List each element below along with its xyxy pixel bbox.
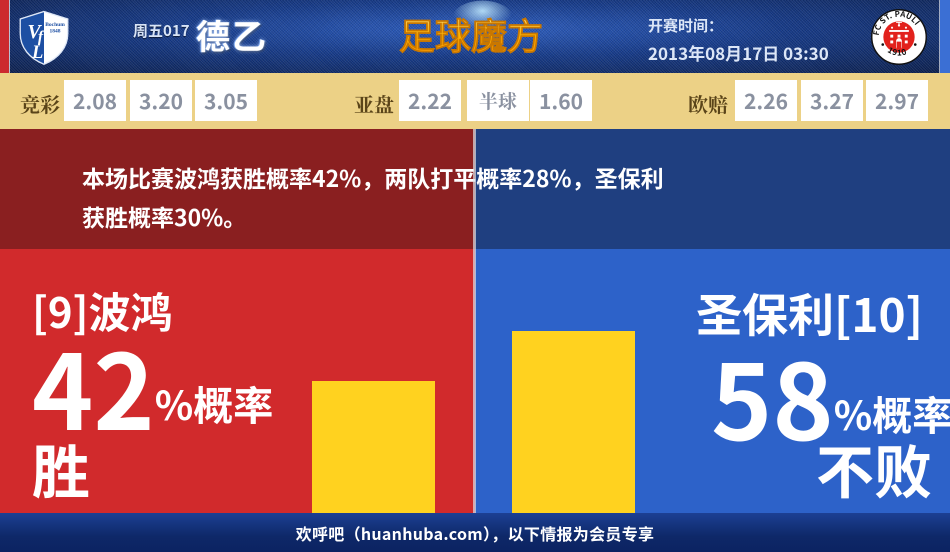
svg-text:足球魔方: 足球魔方 [399,16,543,57]
svg-text:Bochum: Bochum [45,22,65,28]
svg-text:L: L [31,42,43,63]
svg-text:1848: 1848 [50,28,61,34]
